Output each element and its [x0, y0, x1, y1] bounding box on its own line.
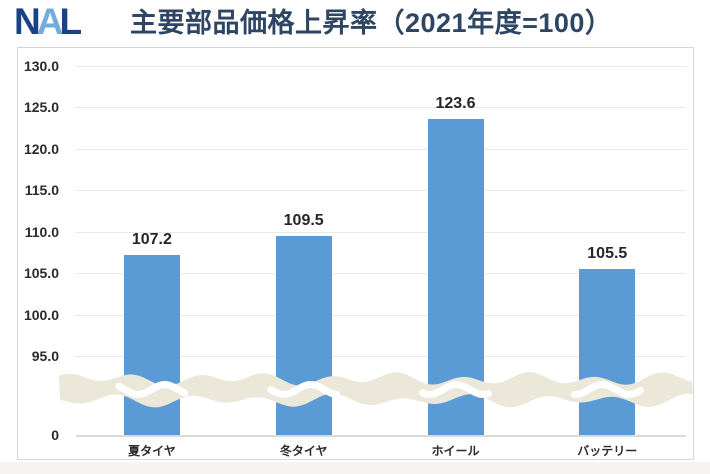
x-category-label: バッテリー	[577, 444, 638, 458]
gridline	[76, 148, 686, 150]
x-category-label: 夏タイヤ	[128, 444, 176, 458]
y-tick-label: 130.0	[23, 58, 59, 74]
chart-title: 主要部品価格上昇率（2021年度=100）	[130, 8, 613, 38]
bar-value-label: 107.2	[131, 231, 172, 249]
y-tick-label: 100.0	[23, 306, 59, 323]
bar-value-label: 105.5	[587, 245, 628, 263]
gridline	[76, 273, 686, 275]
y-tick-label: 95.0	[31, 348, 59, 365]
y-tick-label: 120.0	[23, 140, 59, 157]
gridline	[76, 231, 686, 233]
x-axis-line	[76, 435, 686, 437]
bar-2	[427, 119, 484, 435]
bar-1	[275, 236, 332, 435]
gridline	[76, 66, 686, 67]
y-tick-label: 115.0	[24, 182, 59, 199]
gridline	[76, 190, 686, 192]
bar-value-label: 109.5	[283, 212, 324, 229]
x-category-label: ホイール	[431, 444, 480, 458]
gridline	[76, 107, 686, 109]
chart-panel: 130.0 125.0 120.0 115.0 110.0 105.0 100.0 95.0 0…	[17, 47, 694, 460]
logo-letter-l: L	[59, 1, 82, 42]
bar-0	[123, 255, 180, 435]
x-category-label: 冬タイヤ	[279, 444, 328, 458]
y-baseline-label: 0	[51, 427, 59, 443]
logo-letter-a: A	[36, 1, 64, 42]
y-tick-label: 125.0	[23, 99, 59, 116]
gridline	[76, 314, 686, 316]
y-tick-label: 105.0	[23, 265, 59, 282]
gridline	[76, 356, 686, 358]
bar-3	[579, 269, 636, 435]
bar-value-label: 123.6	[435, 95, 476, 113]
logo-letter-n: N	[14, 1, 41, 42]
y-tick-label: 110.0	[24, 223, 59, 240]
nal-logo: NAL	[14, 1, 82, 43]
